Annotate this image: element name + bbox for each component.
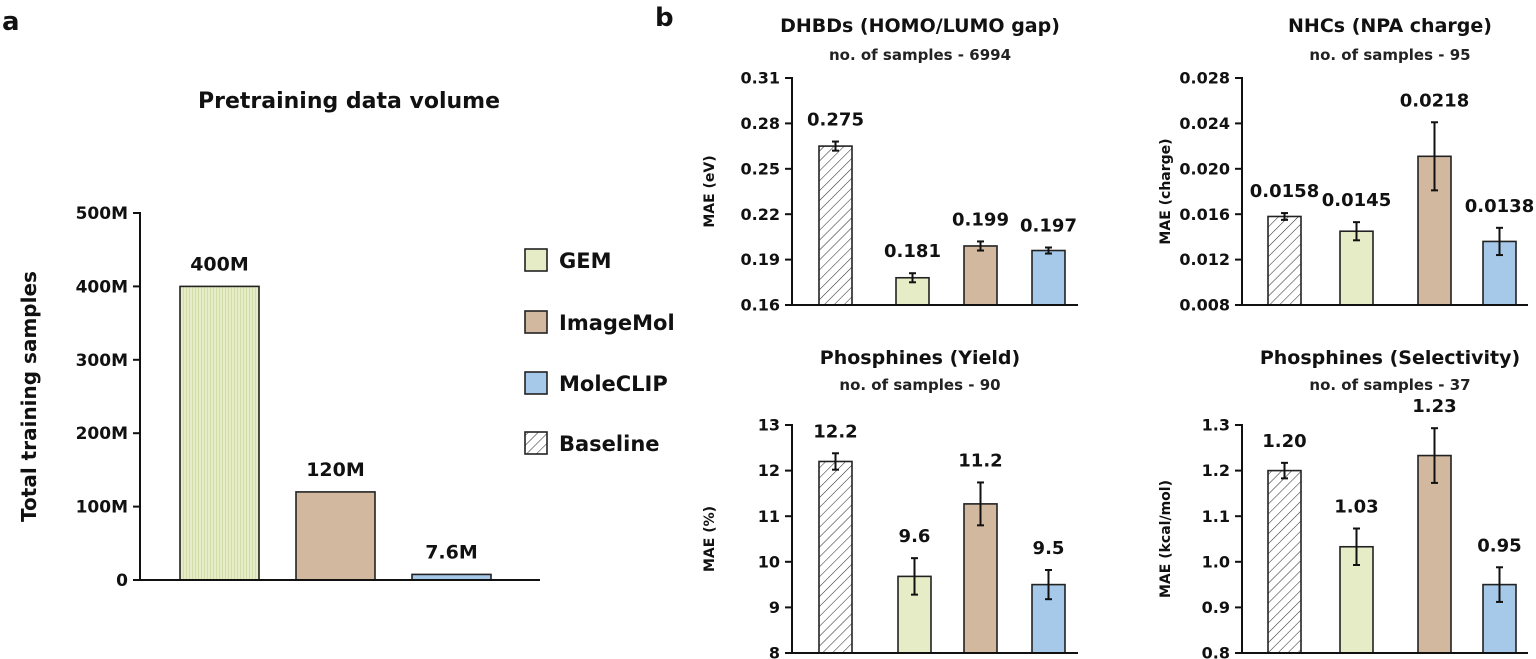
legend-label-gem: GEM bbox=[559, 249, 611, 273]
data-label: 11.2 bbox=[958, 450, 1002, 471]
chart-dhbds: DHBDs (HOMO/LUMO gap) no. of samples - 69… bbox=[702, 15, 1078, 315]
legend-swatch-gem bbox=[524, 248, 548, 272]
chart-yield: Phosphines (Yield) no. of samples - 90 MAE… bbox=[702, 347, 1078, 659]
chart-volume: Pretraining data volume Total training sa… bbox=[17, 89, 540, 591]
chart-title: NHCs (NPA charge) bbox=[1288, 15, 1492, 37]
bar-gem bbox=[179, 285, 260, 581]
y-tick-label: 100M bbox=[76, 498, 128, 518]
y-tick-label: 0.19 bbox=[741, 250, 780, 269]
legend-swatch-baseline bbox=[524, 431, 548, 455]
data-label: 1.20 bbox=[1262, 431, 1306, 452]
bar-gem bbox=[1339, 230, 1374, 306]
chart-title: Pretraining data volume bbox=[198, 89, 500, 114]
y-axis-label: MAE (eV) bbox=[702, 155, 718, 227]
y-tick-label: 0.020 bbox=[1179, 159, 1230, 178]
y-tick-label: 0.8 bbox=[1202, 644, 1230, 659]
y-axis-label: Total training samples bbox=[17, 271, 41, 522]
y-tick-label: 400M bbox=[76, 277, 128, 297]
chart-nhcs: NHCs (NPA charge) no. of samples - 95 MAE … bbox=[1158, 15, 1534, 315]
y-tick-label: 1.0 bbox=[1202, 552, 1230, 571]
data-label: 0.0158 bbox=[1250, 181, 1319, 202]
y-tick-label: 0.16 bbox=[741, 296, 780, 315]
chart-subtitle: no. of samples - 95 bbox=[1309, 46, 1470, 64]
legend-swatch-moleclip bbox=[524, 371, 548, 395]
y-tick-label: 0 bbox=[116, 571, 128, 591]
y-tick-label: 10 bbox=[758, 552, 780, 571]
data-label: 9.5 bbox=[1033, 538, 1065, 559]
panel-label-a: a bbox=[2, 7, 20, 37]
y-axis-label: MAE (%) bbox=[702, 506, 718, 572]
y-axis-label: MAE (kcal/mol) bbox=[1158, 480, 1174, 598]
data-label: 0.0138 bbox=[1465, 196, 1534, 217]
legend-swatch-imagemol bbox=[524, 310, 548, 334]
chart-subtitle: no. of samples - 37 bbox=[1309, 376, 1470, 394]
bar-imagemol bbox=[1417, 454, 1452, 654]
bar-moleclip bbox=[1031, 249, 1066, 306]
y-tick-label: 8 bbox=[769, 644, 780, 659]
chart-subtitle: no. of samples - 6994 bbox=[829, 46, 1011, 64]
y-tick-label: 1.3 bbox=[1202, 416, 1230, 435]
legend-label-baseline: Baseline bbox=[559, 432, 660, 456]
data-label: 7.6M bbox=[425, 541, 478, 563]
y-tick-label: 0.024 bbox=[1179, 114, 1230, 133]
y-axis-label: MAE (charge) bbox=[1158, 138, 1174, 244]
y-tick-label: 11 bbox=[758, 507, 780, 526]
data-label: 1.23 bbox=[1412, 396, 1456, 417]
bar-baseline bbox=[1267, 469, 1302, 654]
bar-imagemol bbox=[963, 245, 998, 306]
y-tick-label: 0.28 bbox=[741, 114, 780, 133]
data-label: 0.181 bbox=[884, 241, 941, 262]
y-tick-label: 0.9 bbox=[1202, 598, 1230, 617]
data-label: 0.0218 bbox=[1400, 90, 1469, 111]
charts: Pretraining data volume Total training sa… bbox=[17, 15, 1534, 659]
legend-label-moleclip: MoleCLIP bbox=[559, 372, 668, 396]
y-tick-label: 0.008 bbox=[1179, 296, 1230, 315]
y-tick-label: 200M bbox=[76, 424, 128, 444]
legend: GEM ImageMol MoleCLIP Baseline bbox=[524, 248, 675, 456]
chart-title: Phosphines (Yield) bbox=[820, 347, 1020, 369]
y-tick-label: 0.31 bbox=[741, 69, 780, 88]
y-tick-label: 1.1 bbox=[1202, 507, 1230, 526]
chart-title: Phosphines (Selectivity) bbox=[1260, 347, 1520, 369]
y-tick-label: 1.2 bbox=[1202, 461, 1230, 480]
y-tick-label: 300M bbox=[76, 351, 128, 371]
bar-imagemol bbox=[963, 503, 998, 654]
bar-baseline bbox=[818, 460, 853, 654]
panel-label-b: b bbox=[655, 3, 674, 33]
y-tick-label: 13 bbox=[758, 416, 780, 435]
data-label: 12.2 bbox=[813, 421, 857, 442]
y-tick-label: 0.012 bbox=[1179, 250, 1230, 269]
data-label: 0.275 bbox=[807, 110, 864, 131]
y-tick-label: 0.22 bbox=[741, 205, 780, 224]
y-tick-label: 9 bbox=[769, 598, 780, 617]
data-label: 120M bbox=[306, 459, 365, 481]
chart-title: DHBDs (HOMO/LUMO gap) bbox=[780, 15, 1060, 37]
y-tick-label: 500M bbox=[76, 204, 128, 224]
data-label: 0.0145 bbox=[1322, 190, 1391, 211]
y-tick-label: 0.25 bbox=[741, 159, 780, 178]
data-label: 1.03 bbox=[1334, 497, 1378, 518]
data-label: 0.95 bbox=[1477, 535, 1521, 556]
bar-baseline bbox=[1267, 215, 1302, 306]
data-label: 9.6 bbox=[899, 526, 931, 547]
data-label: 400M bbox=[190, 253, 249, 275]
y-tick-label: 0.028 bbox=[1179, 69, 1230, 88]
legend-label-imagemol: ImageMol bbox=[559, 311, 675, 335]
chart-subtitle: no. of samples - 90 bbox=[839, 376, 1000, 394]
chart-selectivity: Phosphines (Selectivity) no. of samples -… bbox=[1158, 347, 1528, 659]
data-label: 0.197 bbox=[1020, 215, 1077, 236]
bar-baseline bbox=[818, 145, 853, 306]
bar-imagemol bbox=[295, 491, 376, 581]
y-tick-label: 12 bbox=[758, 461, 780, 480]
data-label: 0.199 bbox=[952, 209, 1009, 230]
y-tick-label: 0.016 bbox=[1179, 205, 1230, 224]
